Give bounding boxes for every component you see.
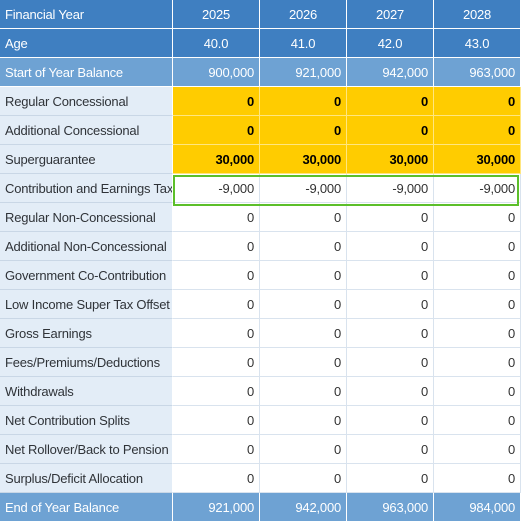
table-cell[interactable]: 0: [347, 406, 434, 435]
end-balance-cell: 984,000: [434, 493, 521, 522]
year-header[interactable]: 2027: [347, 0, 434, 29]
row-label: Surplus/Deficit Allocation: [0, 464, 173, 493]
table-cell[interactable]: 0: [260, 406, 347, 435]
editable-cell[interactable]: 0: [260, 87, 347, 116]
row-label: Contribution and Earnings Tax: [0, 174, 173, 203]
financial-year-label: Financial Year: [0, 0, 173, 29]
row-label: Regular Concessional: [0, 87, 173, 116]
table-cell[interactable]: 0: [347, 261, 434, 290]
start-balance-cell: 921,000: [260, 58, 347, 87]
table-cell[interactable]: 0: [434, 232, 521, 261]
table-cell[interactable]: 0: [173, 377, 260, 406]
row-label: Superguarantee: [0, 145, 173, 174]
table-cell[interactable]: 0: [434, 290, 521, 319]
table-cell[interactable]: 0: [173, 464, 260, 493]
table-cell[interactable]: 0: [434, 435, 521, 464]
table-cell[interactable]: 0: [260, 435, 347, 464]
row-label: Withdrawals: [0, 377, 173, 406]
table-cell[interactable]: 0: [173, 290, 260, 319]
table-cell[interactable]: 0: [347, 203, 434, 232]
table-cell[interactable]: 0: [260, 464, 347, 493]
editable-cell[interactable]: 0: [434, 116, 521, 145]
table-cell[interactable]: 0: [260, 290, 347, 319]
end-balance-cell: 963,000: [347, 493, 434, 522]
row-label: Government Co-Contribution: [0, 261, 173, 290]
table-cell[interactable]: -9,000: [260, 174, 347, 203]
end-balance-cell: 921,000: [173, 493, 260, 522]
row-label: Net Contribution Splits: [0, 406, 173, 435]
year-header[interactable]: 2028: [434, 0, 521, 29]
table-cell[interactable]: 0: [347, 232, 434, 261]
end-balance-cell: 942,000: [260, 493, 347, 522]
start-balance-cell: 900,000: [173, 58, 260, 87]
table-cell[interactable]: 0: [434, 464, 521, 493]
end-balance-label: End of Year Balance: [0, 493, 173, 522]
start-balance-cell: 942,000: [347, 58, 434, 87]
age-cell: 41.0: [260, 29, 347, 58]
table-cell[interactable]: 0: [260, 348, 347, 377]
table-cell[interactable]: 0: [173, 348, 260, 377]
age-cell: 42.0: [347, 29, 434, 58]
row-label: Net Rollover/Back to Pension: [0, 435, 173, 464]
table-cell[interactable]: 0: [434, 261, 521, 290]
table-cell[interactable]: -9,000: [434, 174, 521, 203]
table-cell[interactable]: -9,000: [173, 174, 260, 203]
table-cell[interactable]: 0: [434, 348, 521, 377]
table-cell[interactable]: 0: [173, 203, 260, 232]
editable-cell[interactable]: 0: [347, 87, 434, 116]
table-cell[interactable]: 0: [260, 261, 347, 290]
table-cell[interactable]: 0: [173, 232, 260, 261]
table-cell[interactable]: 0: [347, 290, 434, 319]
start-balance-label: Start of Year Balance: [0, 58, 173, 87]
start-balance-cell: 963,000: [434, 58, 521, 87]
table-cell[interactable]: 0: [260, 377, 347, 406]
table-cell[interactable]: 0: [260, 319, 347, 348]
table-cell[interactable]: -9,000: [347, 174, 434, 203]
editable-cell[interactable]: 30,000: [434, 145, 521, 174]
editable-cell[interactable]: 30,000: [173, 145, 260, 174]
table-cell[interactable]: 0: [173, 406, 260, 435]
table-cell[interactable]: 0: [434, 377, 521, 406]
table-cell[interactable]: 0: [173, 435, 260, 464]
table-cell[interactable]: 0: [173, 261, 260, 290]
row-label: Regular Non-Concessional: [0, 203, 173, 232]
age-cell: 40.0: [173, 29, 260, 58]
table-cell[interactable]: 0: [347, 377, 434, 406]
editable-cell[interactable]: 0: [173, 87, 260, 116]
editable-cell[interactable]: 0: [173, 116, 260, 145]
table-cell[interactable]: 0: [173, 319, 260, 348]
age-label: Age: [0, 29, 173, 58]
table-cell[interactable]: 0: [434, 319, 521, 348]
table-cell[interactable]: 0: [347, 319, 434, 348]
table-cell[interactable]: 0: [434, 406, 521, 435]
table-cell[interactable]: 0: [347, 435, 434, 464]
row-label: Additional Concessional: [0, 116, 173, 145]
age-cell: 43.0: [434, 29, 521, 58]
table-cell[interactable]: 0: [434, 203, 521, 232]
editable-cell[interactable]: 0: [434, 87, 521, 116]
table-cell[interactable]: 0: [347, 464, 434, 493]
row-label: Gross Earnings: [0, 319, 173, 348]
year-header[interactable]: 2025: [173, 0, 260, 29]
editable-cell[interactable]: 0: [260, 116, 347, 145]
editable-cell[interactable]: 30,000: [347, 145, 434, 174]
year-header[interactable]: 2026: [260, 0, 347, 29]
editable-cell[interactable]: 30,000: [260, 145, 347, 174]
table-cell[interactable]: 0: [260, 203, 347, 232]
row-label: Fees/Premiums/Deductions: [0, 348, 173, 377]
table-cell[interactable]: 0: [347, 348, 434, 377]
row-label: Additional Non-Concessional: [0, 232, 173, 261]
table-cell[interactable]: 0: [260, 232, 347, 261]
row-label: Low Income Super Tax Offset: [0, 290, 173, 319]
editable-cell[interactable]: 0: [347, 116, 434, 145]
